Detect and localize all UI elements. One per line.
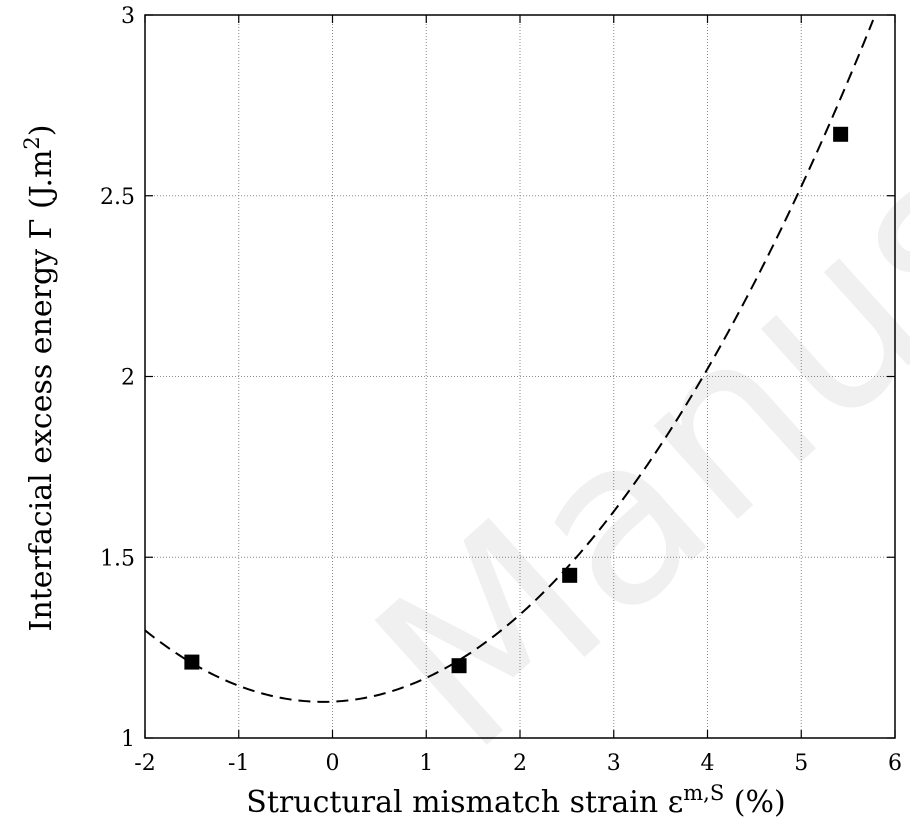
y-axis-title-tail: ) xyxy=(24,125,59,137)
fit-curve xyxy=(144,19,875,703)
x-tick-label: 5 xyxy=(794,751,808,776)
x-axis-title-main: Structural mismatch strain ε xyxy=(246,785,683,820)
y-tick-label: 3 xyxy=(121,4,135,29)
y-axis-title-sup: 2 xyxy=(20,136,44,149)
y-tick-label: 2 xyxy=(121,366,135,391)
x-tick-label: 0 xyxy=(326,751,340,776)
y-tick-label: 2.5 xyxy=(100,185,135,210)
x-tick-label: 1 xyxy=(419,751,433,776)
y-tick-label: 1 xyxy=(121,727,135,752)
x-tick-label: 3 xyxy=(607,751,621,776)
data-point-marker xyxy=(451,658,467,674)
y-tick-labels: 1 1.5 2 2.5 3 xyxy=(100,4,135,752)
axis-ticks xyxy=(144,14,896,739)
y-axis-title-main: Interfacial excess energy Γ (J.m xyxy=(24,150,59,632)
y-axis-title: Interfacial excess energy Γ (J.m2) xyxy=(20,125,59,632)
data-point-marker xyxy=(184,654,200,670)
x-axis-title-tail: (%) xyxy=(724,785,785,820)
data-points xyxy=(184,126,849,674)
x-tick-labels: -2 -1 0 1 2 3 4 5 6 xyxy=(134,751,902,776)
x-tick-label: -1 xyxy=(228,751,249,776)
x-tick-label: 2 xyxy=(513,751,527,776)
watermark: Manusc xyxy=(328,15,910,800)
data-point-marker xyxy=(833,126,849,142)
grid-lines xyxy=(145,15,895,738)
y-tick-label: 1.5 xyxy=(100,546,135,571)
x-tick-label: -2 xyxy=(134,751,155,776)
x-axis-title: Structural mismatch strain εm,S (%) xyxy=(246,781,785,820)
x-tick-label: 4 xyxy=(701,751,715,776)
x-tick-label: 6 xyxy=(888,751,902,776)
data-point-marker xyxy=(562,567,578,583)
x-axis-title-sup: m,S xyxy=(683,781,724,805)
